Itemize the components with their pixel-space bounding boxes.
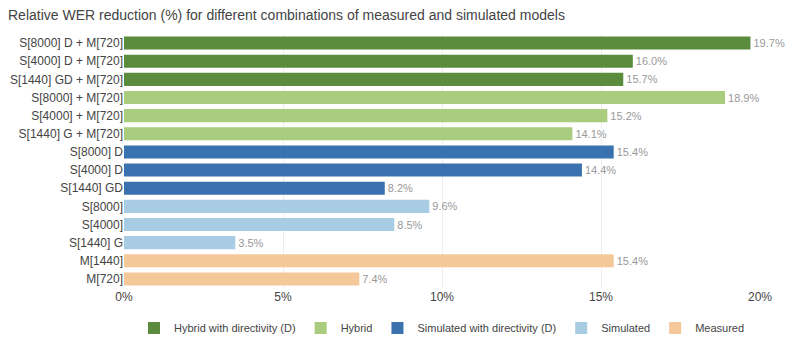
svg-text:19.7%: 19.7% bbox=[753, 37, 784, 49]
svg-text:Hybrid with directivity (D): Hybrid with directivity (D) bbox=[174, 322, 296, 334]
svg-text:9.6%: 9.6% bbox=[432, 200, 457, 212]
svg-text:15.4%: 15.4% bbox=[617, 146, 648, 158]
svg-text:0%: 0% bbox=[115, 290, 133, 304]
svg-text:8.2%: 8.2% bbox=[388, 182, 413, 194]
svg-text:S[8000]: S[8000] bbox=[82, 200, 123, 214]
svg-text:M[1440]: M[1440] bbox=[80, 254, 123, 268]
svg-text:M[720]: M[720] bbox=[86, 272, 123, 286]
svg-text:S[4000] D: S[4000] D bbox=[70, 163, 124, 177]
svg-text:7.4%: 7.4% bbox=[362, 273, 387, 285]
svg-text:S[4000]: S[4000] bbox=[82, 218, 123, 232]
svg-text:S[1440] GD: S[1440] GD bbox=[60, 181, 123, 195]
svg-text:Relative WER reduction (%) for: Relative WER reduction (%) for different… bbox=[8, 7, 565, 23]
svg-text:S[4000] D + M[720]: S[4000] D + M[720] bbox=[19, 54, 123, 68]
svg-text:15%: 15% bbox=[589, 290, 613, 304]
svg-text:S[4000] + M[720]: S[4000] + M[720] bbox=[31, 109, 123, 123]
svg-text:15.2%: 15.2% bbox=[610, 110, 641, 122]
svg-text:18.9%: 18.9% bbox=[728, 92, 759, 104]
svg-text:S[1440] GD + M[720]: S[1440] GD + M[720] bbox=[10, 73, 123, 87]
svg-text:20%: 20% bbox=[748, 290, 772, 304]
svg-text:Measured: Measured bbox=[695, 322, 744, 334]
svg-text:S[1440] G + M[720]: S[1440] G + M[720] bbox=[19, 127, 123, 141]
svg-text:16.0%: 16.0% bbox=[636, 55, 667, 67]
svg-text:S[8000] D: S[8000] D bbox=[70, 145, 124, 159]
svg-text:S[1440] G: S[1440] G bbox=[69, 236, 123, 250]
svg-text:Simulated with directivity (D): Simulated with directivity (D) bbox=[417, 322, 556, 334]
svg-text:14.4%: 14.4% bbox=[585, 164, 616, 176]
svg-text:Simulated: Simulated bbox=[601, 322, 650, 334]
svg-text:15.7%: 15.7% bbox=[626, 73, 657, 85]
svg-text:S[8000] D + M[720]: S[8000] D + M[720] bbox=[19, 36, 123, 50]
svg-text:S[8000] + M[720]: S[8000] + M[720] bbox=[31, 91, 123, 105]
svg-text:14.1%: 14.1% bbox=[575, 128, 606, 140]
svg-text:15.4%: 15.4% bbox=[617, 255, 648, 267]
svg-text:3.5%: 3.5% bbox=[238, 237, 263, 249]
svg-text:8.5%: 8.5% bbox=[397, 219, 422, 231]
svg-text:10%: 10% bbox=[430, 290, 454, 304]
svg-text:Hybrid: Hybrid bbox=[341, 322, 373, 334]
svg-text:5%: 5% bbox=[274, 290, 292, 304]
